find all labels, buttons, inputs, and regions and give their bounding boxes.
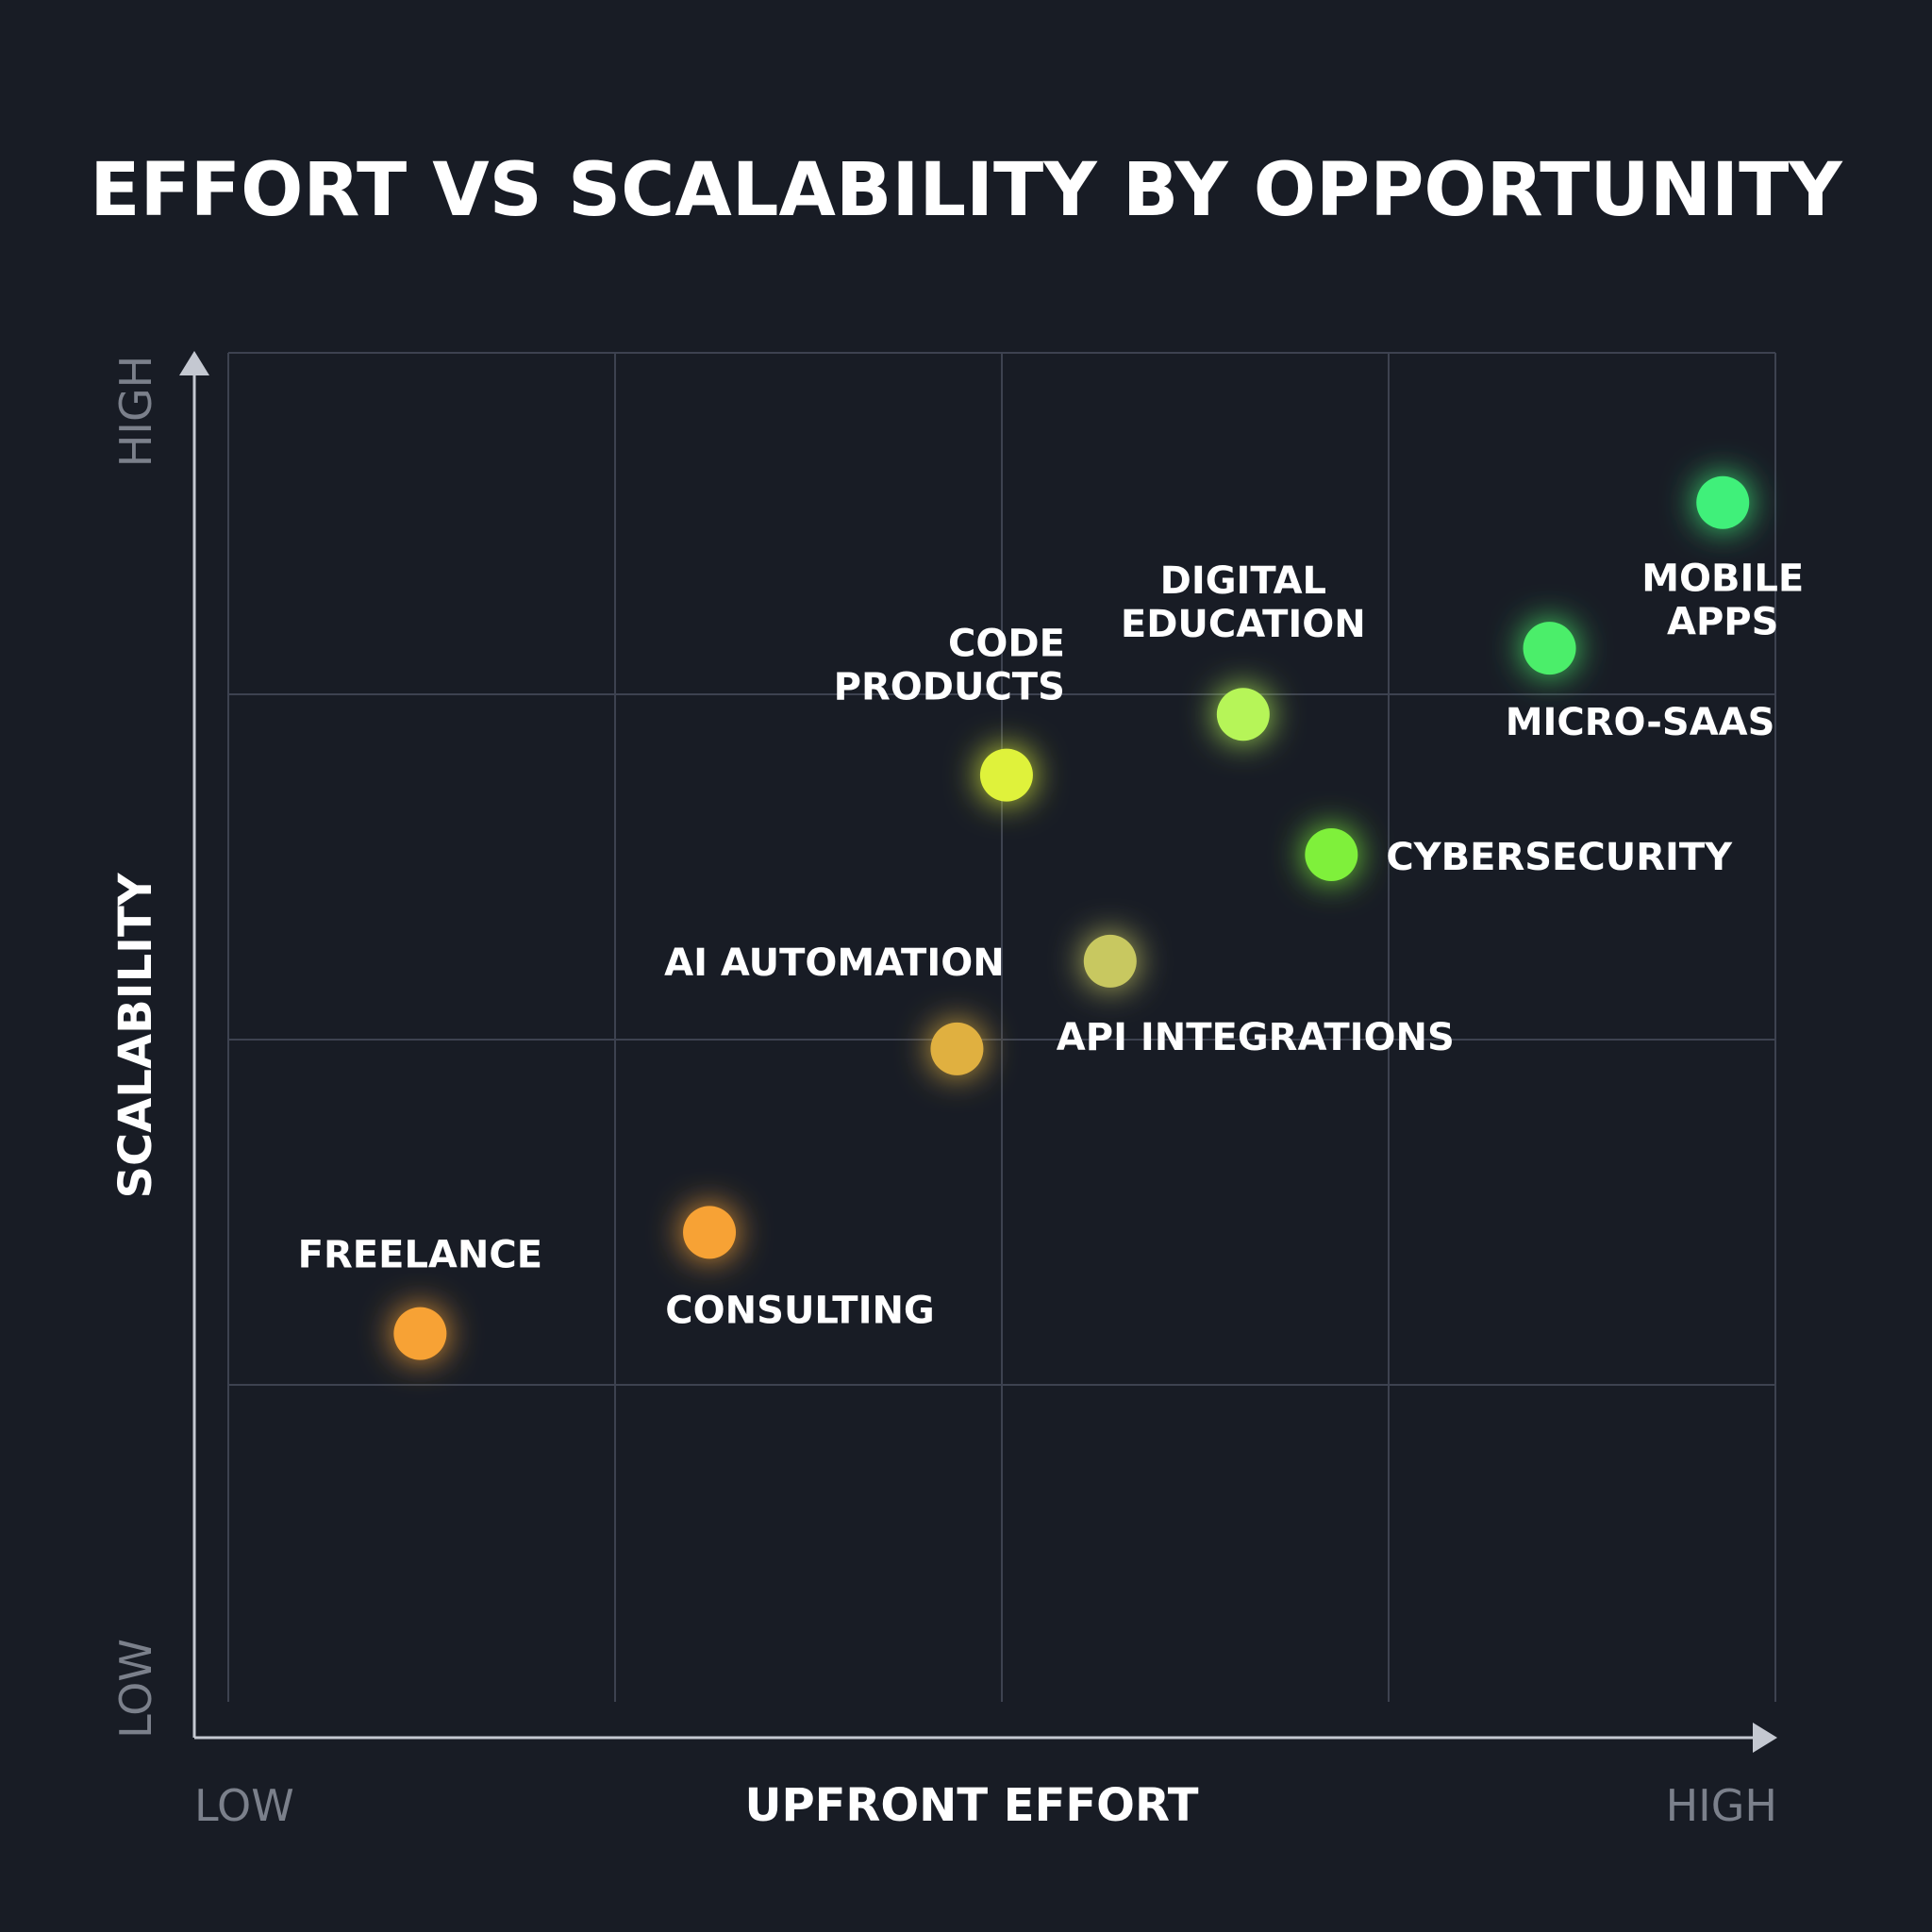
- data-points: [393, 475, 1750, 1360]
- data-label-freelance: FREELANCE: [298, 1234, 542, 1277]
- data-label-code-products: CODE PRODUCTS: [834, 623, 1065, 709]
- data-point-cybersecurity: [1305, 827, 1358, 881]
- x-tick-high: HIGH: [1666, 1780, 1777, 1831]
- data-label-cybersecurity: CYBERSECURITY: [1386, 836, 1733, 879]
- data-point-freelance: [393, 1307, 447, 1360]
- y-tick-low: LOW: [110, 1639, 161, 1739]
- x-tick-low: LOW: [194, 1780, 294, 1831]
- grid: [227, 352, 1776, 1702]
- y-axis-label: SCALABILITY: [109, 872, 162, 1198]
- data-point-micro-saas: [1523, 622, 1576, 675]
- data-label-mobile-apps: MOBILE APPS: [1641, 558, 1804, 644]
- chart-title: EFFORT VS SCALABILITY BY OPPORTUNITY: [90, 148, 1843, 233]
- data-label-api-integrations: API INTEGRATIONS: [1057, 1016, 1455, 1059]
- data-point-api-integrations: [1083, 934, 1137, 988]
- data-point-code-products: [979, 748, 1033, 802]
- data-point-ai-automation: [930, 1022, 984, 1075]
- x-axis-arrow-icon: [1753, 1723, 1777, 1753]
- data-label-micro-saas: MICRO-SAAS: [1506, 701, 1775, 744]
- data-point-mobile-apps: [1696, 475, 1750, 529]
- data-point-consulting: [683, 1206, 737, 1259]
- data-point-digital-education: [1216, 688, 1270, 741]
- x-axis-label: UPFRONT EFFORT: [744, 1779, 1198, 1832]
- data-label-consulting: CONSULTING: [665, 1289, 934, 1332]
- data-label-ai-automation: AI AUTOMATION: [664, 941, 1005, 985]
- data-labels: FREELANCE CONSULTING AI AUTOMATION API INTE…: [298, 558, 1805, 1333]
- y-axis-arrow-icon: [179, 351, 209, 375]
- data-label-digital-education: DIGITAL EDUCATION: [1121, 559, 1366, 646]
- y-tick-high: HIGH: [110, 356, 161, 467]
